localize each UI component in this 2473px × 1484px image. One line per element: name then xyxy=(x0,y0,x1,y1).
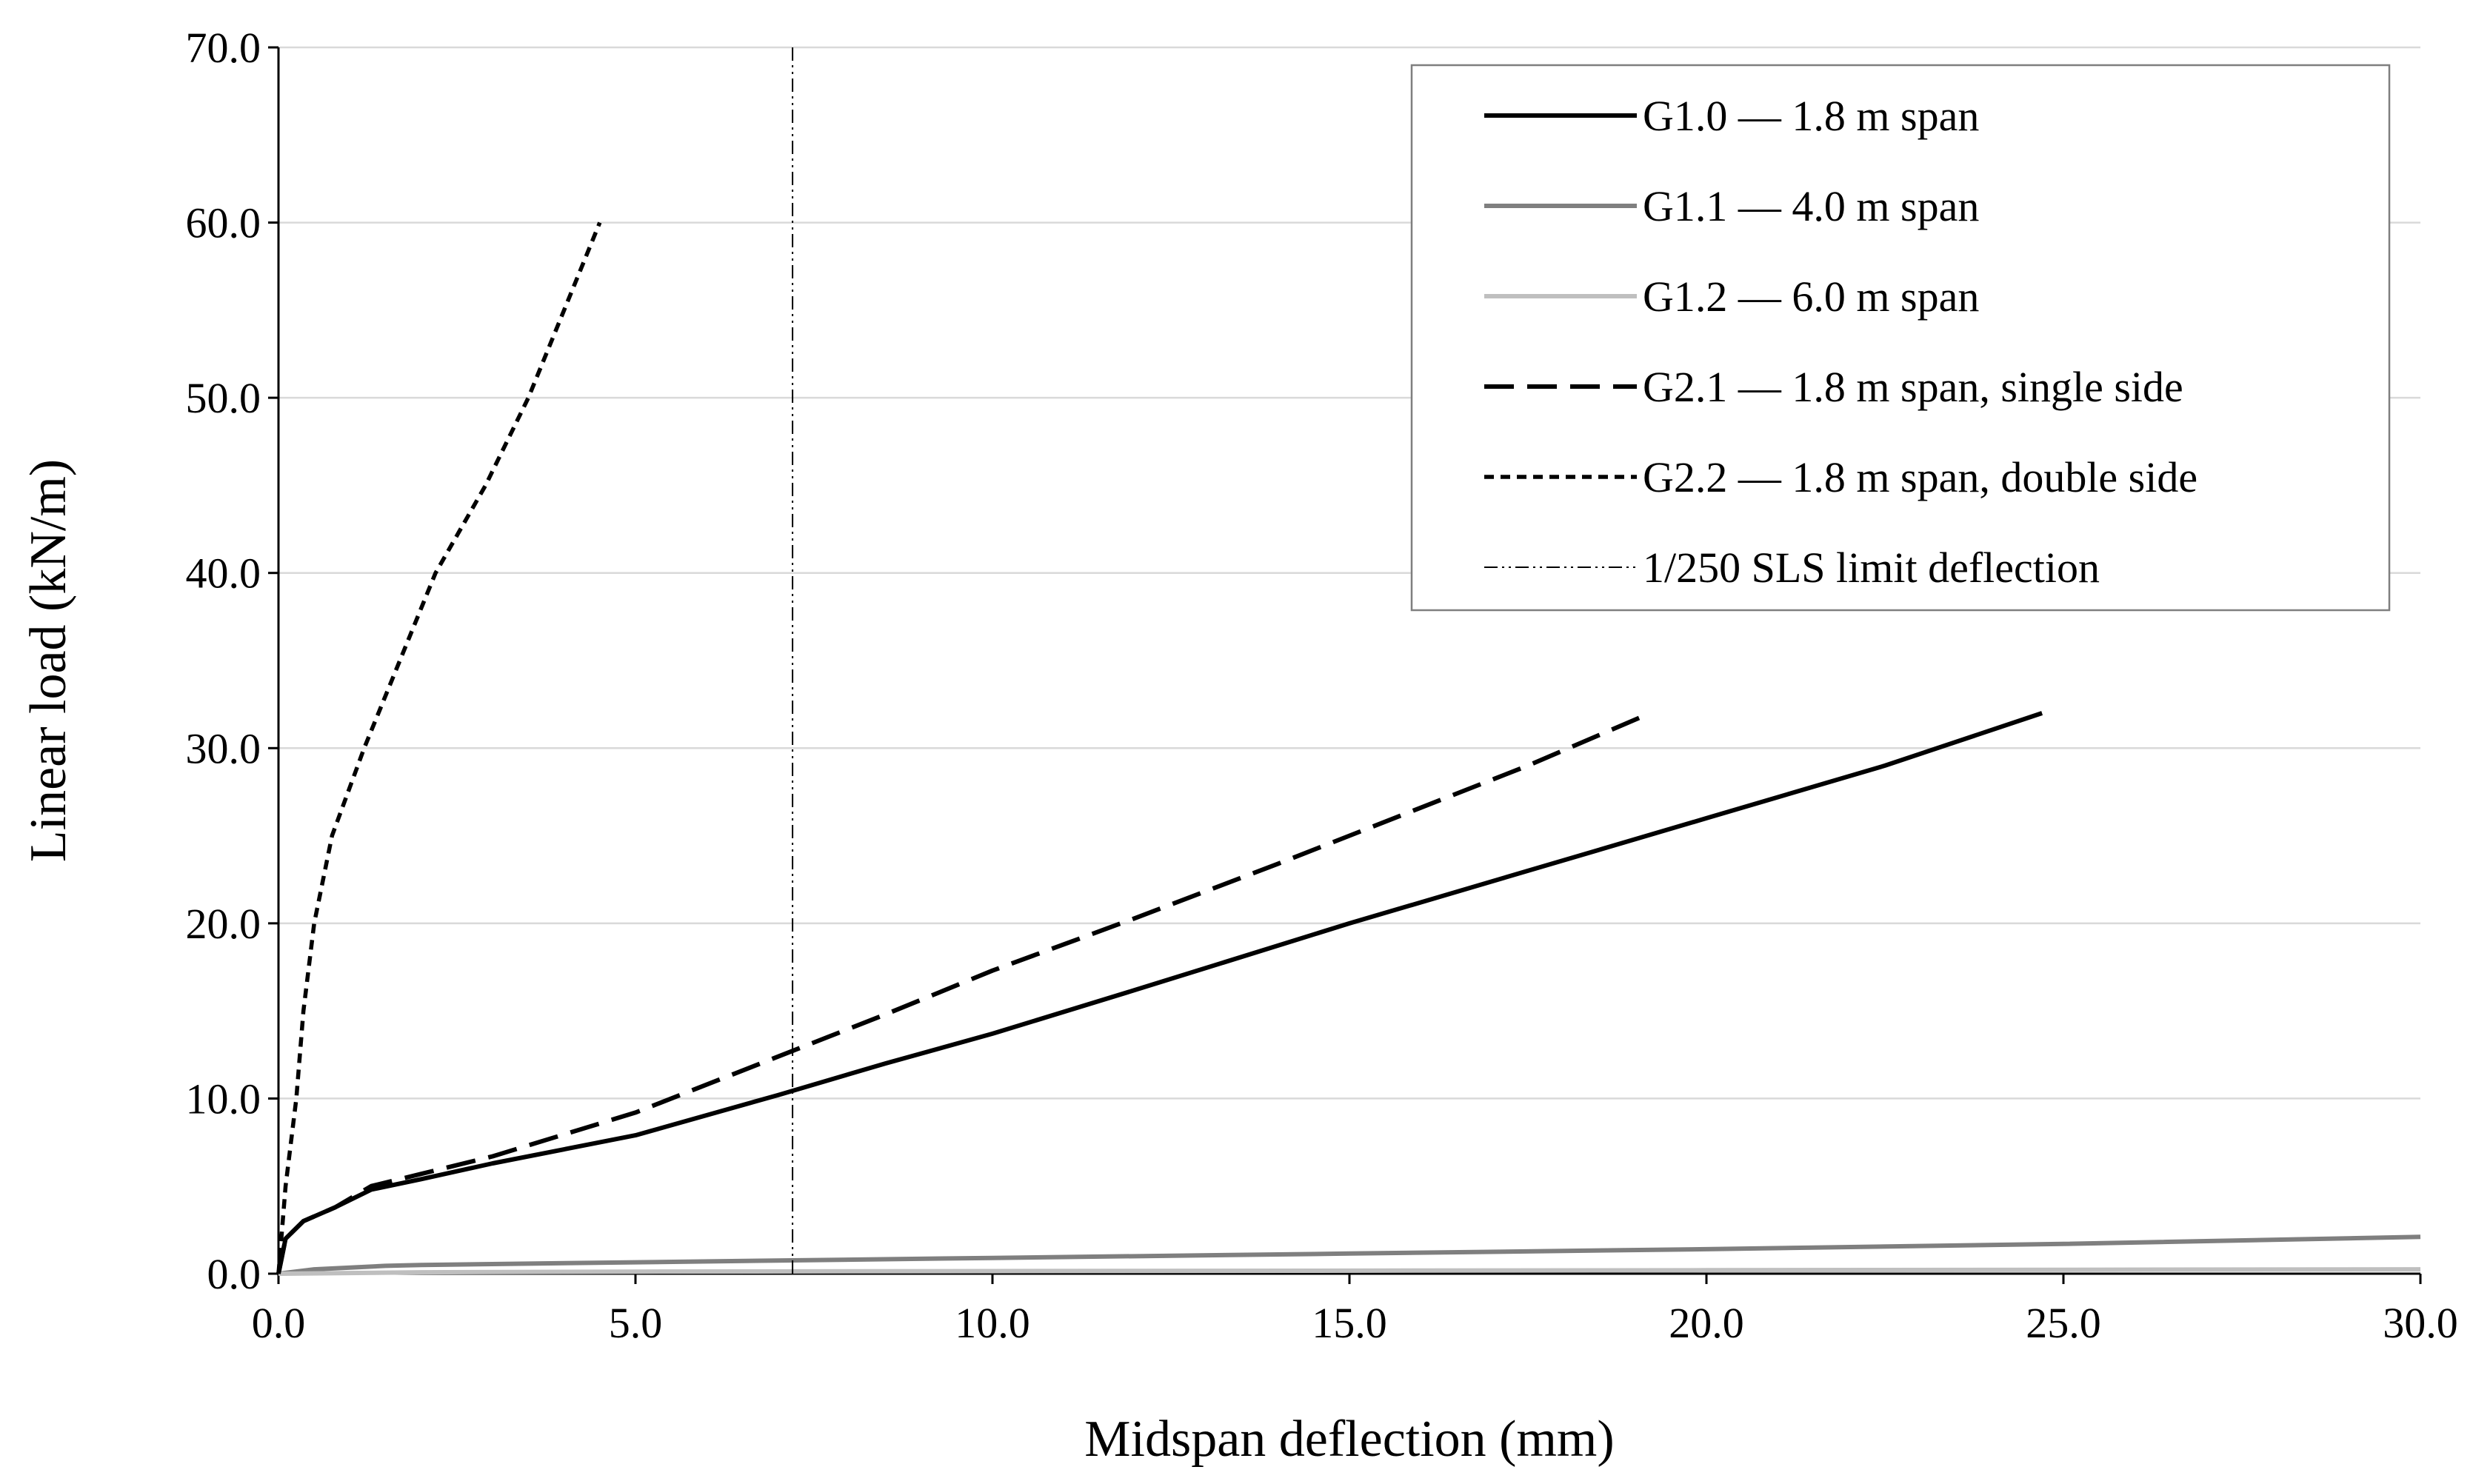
legend-label-1: G1.1 — 4.0 m span xyxy=(1643,182,1979,230)
legend-label-5: 1/250 SLS limit deflection xyxy=(1643,544,2100,592)
x-tick-label-6: 30.0 xyxy=(2383,1299,2458,1347)
y-ticks: 0.0 10.0 20.0 30.0 40.0 50.0 60.0 70.0 xyxy=(186,24,278,1298)
y-tick-label-6: 60.0 xyxy=(186,199,261,247)
x-tick-label-5: 25.0 xyxy=(2026,1299,2101,1347)
x-tick-label-2: 10.0 xyxy=(955,1299,1030,1347)
legend-label-0: G1.0 — 1.8 m span xyxy=(1643,92,1979,140)
y-tick-label-4: 40.0 xyxy=(186,549,261,598)
y-tick-label-7: 70.0 xyxy=(186,24,261,72)
legend-label-4: G2.2 — 1.8 m span, double side xyxy=(1643,453,2197,501)
x-tick-label-3: 15.0 xyxy=(1312,1299,1387,1347)
series-line-1 xyxy=(278,1234,2421,1276)
y-tick-label-5: 50.0 xyxy=(186,374,261,422)
x-axis-title: Midspan deflection (mm) xyxy=(1084,1411,1614,1468)
x-ticks: 0.0 5.0 10.0 15.0 20.0 25.0 30.0 xyxy=(252,1274,2458,1347)
y-axis-title: Linear load (kN/m) xyxy=(20,459,77,862)
legend-box xyxy=(1410,64,2391,612)
series-line-3 xyxy=(276,714,1643,1274)
y-tick-label-1: 10.0 xyxy=(186,1074,261,1123)
series-line-0 xyxy=(276,711,2043,1274)
x-tick-label-1: 5.0 xyxy=(609,1299,663,1347)
y-tick-label-3: 30.0 xyxy=(186,724,261,772)
legend-label-2: G1.2 — 6.0 m span xyxy=(1643,273,1979,321)
y-tick-label-2: 20.0 xyxy=(186,900,261,948)
legend-label-3: G2.1 — 1.8 m span, single side xyxy=(1643,363,2183,411)
x-tick-label-0: 0.0 xyxy=(252,1299,306,1347)
series-line-2 xyxy=(278,1267,2421,1276)
x-tick-label-4: 20.0 xyxy=(1669,1299,1744,1347)
y-tick-label-0: 0.0 xyxy=(207,1250,261,1298)
legend: G1.0 — 1.8 m span G1.1 — 4.0 m span G1.2 —… xyxy=(1410,64,2391,612)
series-lines xyxy=(276,47,2421,1276)
